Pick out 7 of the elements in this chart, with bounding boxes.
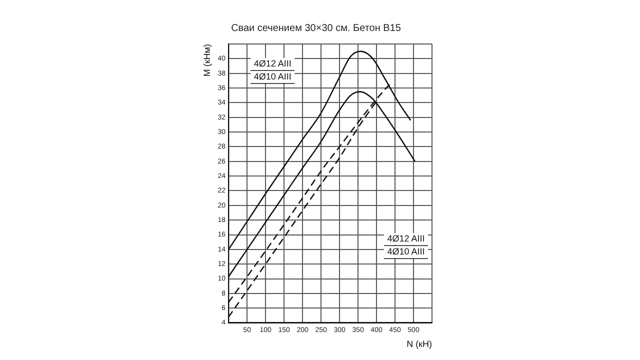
x-axis-title: N (кН) (406, 339, 432, 350)
annotation: 4Ø12 AIII (387, 234, 425, 244)
annotation: 4Ø10 AIII (387, 246, 425, 257)
y-axis-title: M (кНм) (202, 44, 212, 77)
annotation: 4Ø10 AIII (254, 71, 292, 82)
annotation: 4Ø12 AIII (254, 58, 292, 68)
chart-title: Сваи сечением 30×30 см. Бетон В15 (231, 22, 402, 34)
